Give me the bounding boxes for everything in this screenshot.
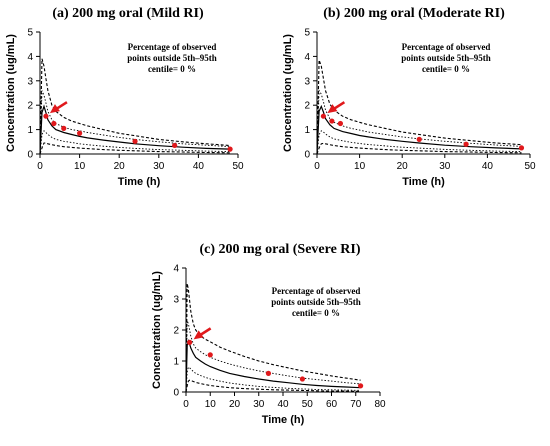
x-tick-label: 0 bbox=[37, 161, 43, 172]
y-tick-label: 3 bbox=[27, 76, 33, 87]
x-tick-label: 30 bbox=[253, 399, 265, 410]
observed-point bbox=[77, 130, 83, 136]
observed-point bbox=[463, 141, 469, 147]
observed-point bbox=[61, 125, 67, 131]
x-tick-label: 50 bbox=[302, 399, 314, 410]
x-tick-label: 50 bbox=[524, 161, 536, 172]
observed-point bbox=[265, 370, 272, 376]
y-tick-label: 3 bbox=[304, 76, 310, 87]
x-tick-label: 60 bbox=[326, 399, 338, 410]
x-tick-label: 0 bbox=[183, 399, 189, 410]
arrow-shaft bbox=[55, 101, 68, 111]
chart-title: (a) 200 mg oral (Mild RI) bbox=[52, 6, 204, 21]
annotation-line: centile= 0 % bbox=[148, 64, 196, 74]
series-line-median bbox=[39, 104, 231, 155]
series-line-90th bbox=[316, 89, 522, 155]
observed-point bbox=[132, 138, 138, 144]
x-tick-label: 40 bbox=[482, 161, 494, 172]
observed-point bbox=[207, 352, 213, 358]
series-line-90th bbox=[39, 90, 231, 155]
y-tick-label: 0 bbox=[304, 150, 310, 161]
annotation-line: Percentage of observed bbox=[272, 286, 361, 296]
x-tick-label: 0 bbox=[314, 161, 320, 172]
observed-point bbox=[172, 142, 178, 149]
y-axis-label: Concentration (ug/mL) bbox=[282, 34, 294, 152]
x-tick-label: 20 bbox=[397, 161, 409, 172]
y-tick-label: 4 bbox=[173, 264, 179, 275]
x-axis-label: Time (h) bbox=[262, 414, 305, 426]
observed-point bbox=[416, 136, 422, 142]
annotation-line: Percentage of observed bbox=[402, 42, 491, 52]
y-tick-label: 4 bbox=[304, 52, 310, 63]
y-tick-label: 0 bbox=[27, 150, 33, 161]
annotation-line: points outside 5th–95th bbox=[271, 297, 361, 307]
observed-point bbox=[518, 145, 525, 151]
series-line-5th bbox=[39, 142, 231, 155]
y-axis-label: Concentration (ug/mL) bbox=[151, 271, 163, 389]
annotation-line: centile= 0 % bbox=[422, 64, 470, 74]
arrow-head bbox=[49, 104, 60, 114]
x-tick-label: 40 bbox=[277, 399, 289, 410]
y-tick-label: 1 bbox=[304, 125, 310, 136]
arrow-shaft bbox=[332, 101, 346, 111]
series-line-5th bbox=[316, 142, 522, 155]
arrow-head bbox=[327, 104, 338, 114]
chart-title: (b) 200 mg oral (Moderate RI) bbox=[323, 6, 505, 21]
annotation-line: centile= 0 % bbox=[292, 308, 340, 318]
chart-title: (c) 200 mg oral (Severe RI) bbox=[199, 242, 360, 257]
x-tick-label: 10 bbox=[205, 399, 217, 410]
x-tick-label: 10 bbox=[74, 161, 86, 172]
y-tick-label: 2 bbox=[27, 101, 33, 112]
x-tick-label: 50 bbox=[232, 161, 244, 172]
observed-point bbox=[227, 146, 233, 152]
observed-point bbox=[358, 383, 364, 389]
arrow-shaft bbox=[198, 327, 212, 337]
observed-point bbox=[187, 339, 193, 345]
observed-point bbox=[337, 120, 344, 127]
series-line-5th bbox=[185, 379, 361, 393]
y-axis-label: Concentration (ug/mL) bbox=[5, 34, 17, 152]
y-tick-label: 5 bbox=[304, 28, 310, 39]
y-tick-label: 1 bbox=[173, 357, 179, 368]
annotation-line: points outside 5th–95th bbox=[401, 53, 491, 63]
series-line-median bbox=[185, 338, 361, 393]
series-line-90th bbox=[185, 320, 361, 393]
x-tick-label: 30 bbox=[439, 161, 451, 172]
x-tick-label: 20 bbox=[229, 399, 241, 410]
y-tick-label: 3 bbox=[173, 295, 179, 306]
y-tick-label: 2 bbox=[304, 101, 310, 112]
y-tick-label: 2 bbox=[173, 326, 179, 337]
x-tick-label: 30 bbox=[153, 161, 165, 172]
observed-point bbox=[320, 113, 326, 119]
y-tick-label: 1 bbox=[27, 125, 33, 136]
series-line-10th bbox=[316, 130, 522, 155]
series-line-95th bbox=[316, 59, 522, 155]
series-line-10th bbox=[39, 130, 231, 155]
x-tick-label: 40 bbox=[193, 161, 205, 172]
series-line-median bbox=[316, 104, 522, 155]
annotation-line: points outside 5th–95th bbox=[127, 53, 217, 63]
annotation-line: Percentage of observed bbox=[128, 42, 217, 52]
observed-point bbox=[51, 120, 57, 127]
series-line-10th bbox=[185, 366, 361, 393]
x-tick-label: 70 bbox=[350, 399, 362, 410]
series-line-95th bbox=[39, 58, 231, 155]
observed-point bbox=[329, 118, 335, 124]
x-axis-label: Time (h) bbox=[118, 176, 161, 188]
x-tick-label: 80 bbox=[374, 399, 386, 410]
observed-point bbox=[43, 113, 49, 119]
y-tick-label: 5 bbox=[27, 28, 33, 39]
series-line-95th bbox=[185, 283, 361, 393]
x-tick-label: 10 bbox=[354, 161, 366, 172]
y-tick-label: 0 bbox=[173, 388, 179, 399]
x-tick-label: 20 bbox=[114, 161, 126, 172]
x-axis-label: Time (h) bbox=[402, 176, 445, 188]
y-tick-label: 4 bbox=[27, 52, 33, 63]
arrow-head bbox=[193, 330, 204, 340]
observed-point bbox=[299, 376, 305, 382]
